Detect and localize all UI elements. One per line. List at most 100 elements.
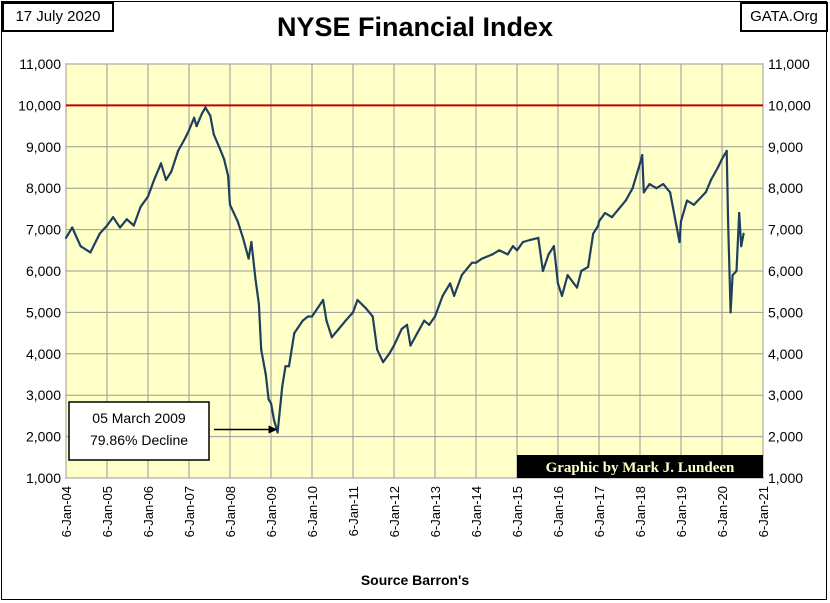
data-point <box>726 220 730 223</box>
data-point <box>159 162 163 165</box>
data-point <box>575 286 579 289</box>
chart-title: NYSE Financial Index <box>276 12 554 42</box>
data-point <box>388 352 391 355</box>
x-tick-label: 6-Jan-05 <box>100 486 115 537</box>
data-point <box>241 236 245 239</box>
data-point <box>325 319 328 322</box>
data-point <box>511 245 515 248</box>
data-point <box>441 294 444 297</box>
data-point <box>381 360 385 364</box>
y-tick-label-left: 5,000 <box>26 304 61 320</box>
data-point <box>742 232 745 235</box>
x-axis: 6-Jan-04 6-Jan-05 6-Jan-06 6-Jan-07 6-Jan-08… <box>59 486 771 537</box>
data-point <box>428 323 431 326</box>
x-tick-label: 6-Jan-04 <box>59 486 74 537</box>
data-point <box>257 303 261 306</box>
data-point <box>491 253 494 256</box>
data-point <box>720 158 724 161</box>
data-point <box>400 327 403 331</box>
y-tick-label-left: 9,000 <box>26 139 61 155</box>
credit-label: Graphic by Mark J. Lundeen <box>546 460 735 476</box>
y-tick-label-right: 6,000 <box>768 263 803 279</box>
data-point <box>212 133 215 136</box>
data-point <box>217 145 221 148</box>
data-point <box>209 114 212 117</box>
data-point <box>356 298 359 302</box>
annotation-line-2: 79.86% Decline <box>90 432 188 448</box>
data-point <box>655 187 658 190</box>
data-point <box>364 307 368 310</box>
data-point <box>247 257 250 260</box>
y-axis-right: 1,000 2,000 3,000 4,000 5,000 6,000 7,000 8,000… <box>768 56 811 486</box>
data-point <box>344 319 347 322</box>
data-point <box>624 199 627 202</box>
data-point <box>192 116 196 119</box>
data-point <box>506 253 509 256</box>
y-tick-label-right: 1,000 <box>768 470 803 486</box>
data-point <box>269 402 273 405</box>
data-point <box>729 311 732 314</box>
data-point <box>195 125 198 128</box>
data-point <box>580 269 583 273</box>
data-point <box>105 224 109 227</box>
y-tick-label-left: 11,000 <box>19 56 61 72</box>
y-tick-label-left: 8,000 <box>26 180 61 196</box>
data-point <box>470 261 474 264</box>
y-tick-label-left: 2,000 <box>26 429 61 445</box>
data-point <box>223 158 226 161</box>
y-tick-label-right: 3,000 <box>768 387 803 403</box>
data-point <box>71 226 74 229</box>
data-point <box>692 203 695 206</box>
data-point <box>301 319 304 322</box>
data-point <box>287 365 291 368</box>
y-tick-label-right: 2,000 <box>768 429 803 445</box>
data-point <box>187 129 191 132</box>
annotation-line-1: 05 March 2009 <box>92 410 186 426</box>
data-point <box>566 274 569 277</box>
data-point <box>662 182 665 186</box>
y-tick-label-left: 10,000 <box>18 97 61 113</box>
data-point <box>267 398 270 401</box>
data-point <box>480 257 484 260</box>
data-point <box>704 191 707 194</box>
data-point <box>547 253 550 256</box>
data-point <box>610 216 614 219</box>
x-tick-label: 6-Jan-19 <box>674 486 689 537</box>
x-tick-label: 6-Jan-15 <box>510 486 525 537</box>
x-tick-label: 6-Jan-16 <box>551 486 566 537</box>
data-point <box>515 249 519 252</box>
data-point <box>597 220 601 223</box>
data-point <box>139 205 142 208</box>
data-point <box>416 332 419 335</box>
data-point <box>521 240 525 244</box>
data-point <box>638 162 642 165</box>
data-point <box>617 207 620 210</box>
y-axis-left: 1,000 2,000 3,000 4,000 5,000 6,000 7,000 8,000… <box>18 56 61 486</box>
data-point <box>183 137 187 140</box>
data-point <box>541 269 545 273</box>
data-point <box>272 418 276 422</box>
site-label: GATA.Org <box>740 2 828 32</box>
data-point <box>371 315 374 318</box>
data-point <box>204 106 207 109</box>
data-point <box>392 344 396 347</box>
credit-box: Graphic by Mark J. Lundeen <box>517 455 763 478</box>
data-point <box>276 431 279 434</box>
data-point <box>98 232 101 235</box>
data-point <box>725 149 728 153</box>
data-point <box>685 199 689 202</box>
y-tick-label-left: 1,000 <box>26 470 61 486</box>
annotation-box: 05 March 2009 79.86% Decline <box>68 401 210 461</box>
x-tick-label: 6-Jan-18 <box>633 486 648 537</box>
data-point <box>146 195 150 198</box>
data-point <box>556 282 560 285</box>
y-tick-label-right: 8,000 <box>768 180 803 196</box>
data-point <box>498 249 501 252</box>
data-point <box>351 311 355 314</box>
data-point <box>552 245 556 248</box>
annotation-arrow <box>214 425 278 434</box>
y-tick-label-right: 5,000 <box>768 304 803 320</box>
y-tick-label-right: 11,000 <box>768 56 810 72</box>
source-label: Source Barron's <box>360 572 470 588</box>
